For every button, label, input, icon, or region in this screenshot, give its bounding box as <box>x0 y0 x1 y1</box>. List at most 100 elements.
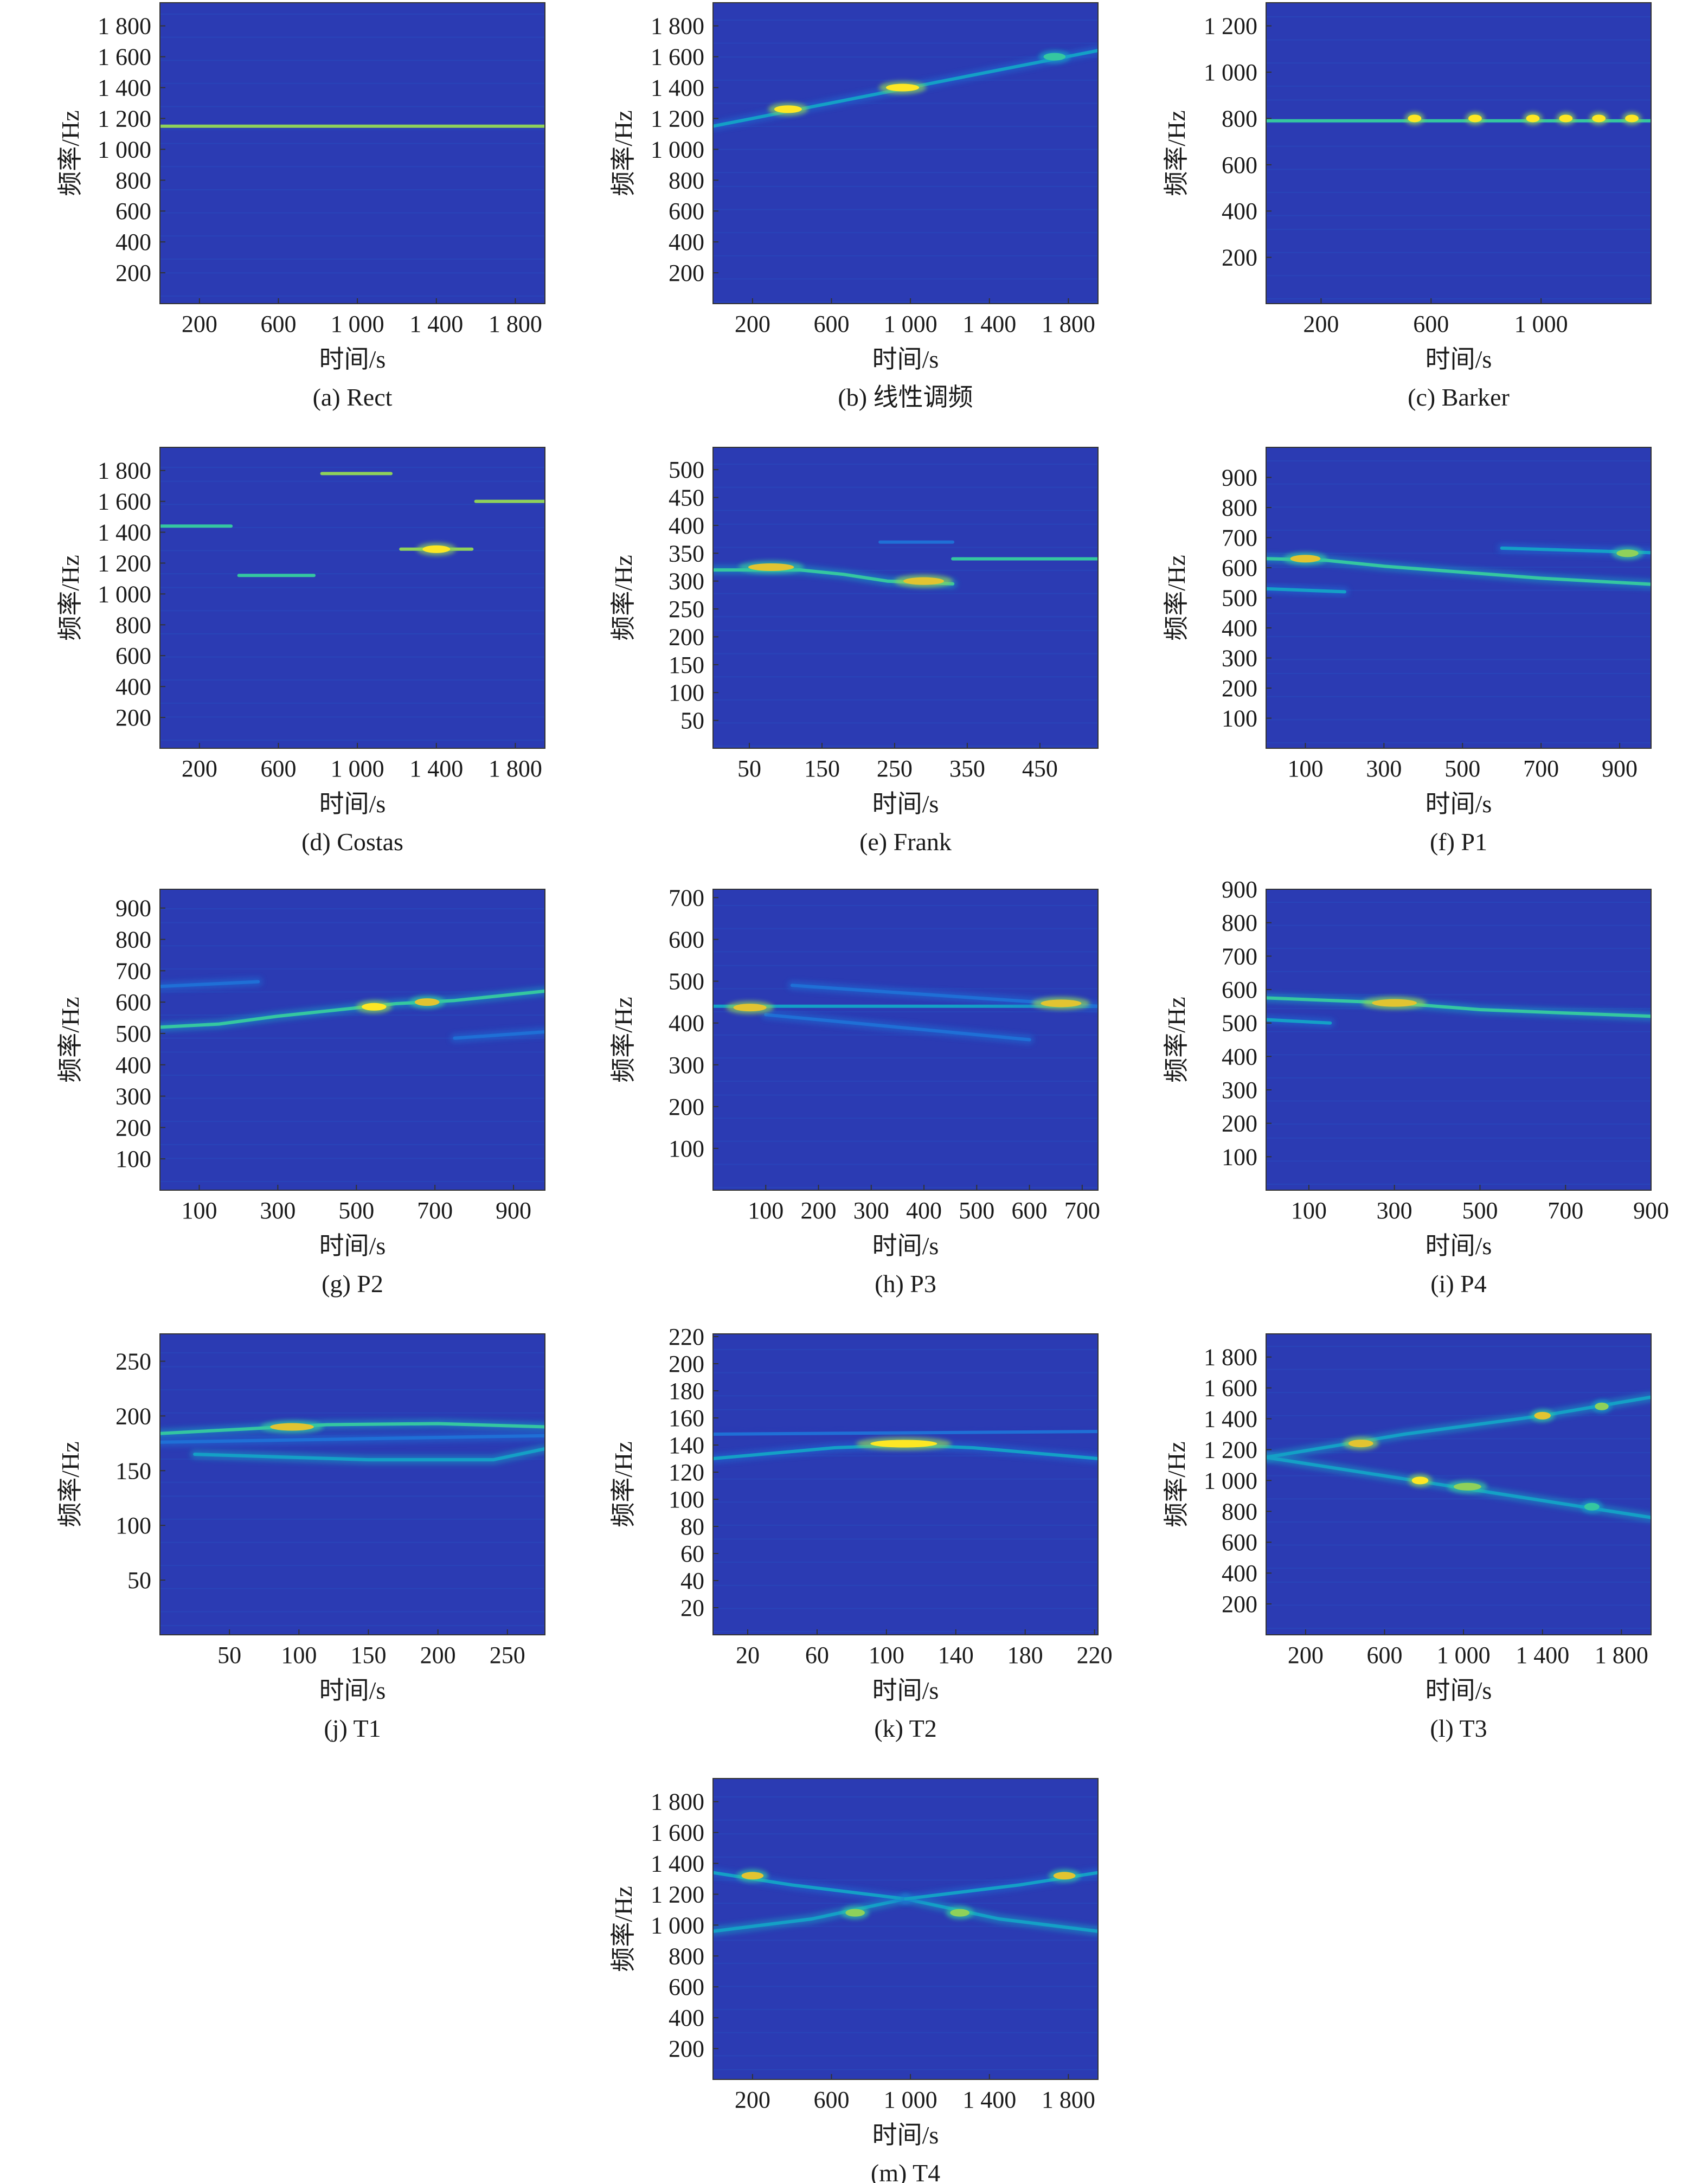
panel-c: 200 600 1 000 200 400 600 800 1 000 1 200 时间/s 频率/… <box>1163 2 1652 411</box>
y-tick-label: 200 <box>669 260 704 286</box>
noise-band <box>1266 1628 1651 1629</box>
energy-peak <box>414 998 440 1006</box>
noise-band <box>1266 99 1651 101</box>
y-tick-label: 1 800 <box>98 458 151 484</box>
noise-band <box>713 79 1098 81</box>
noise-band <box>713 20 1098 21</box>
x-axis-label: 时间/s <box>1426 345 1492 373</box>
y-tick-label: 300 <box>1222 645 1257 672</box>
y-tick-label: 400 <box>1222 1043 1257 1070</box>
noise-band <box>713 2055 1098 2057</box>
x-tick-label: 50 <box>217 1642 241 1668</box>
noise-band <box>160 1051 545 1053</box>
noise-band <box>160 945 545 947</box>
y-tick-label: 600 <box>1222 555 1257 581</box>
y-tick-label: 250 <box>669 596 704 622</box>
noise-band <box>713 278 1098 280</box>
noise-band <box>1266 924 1651 926</box>
x-tick-label: 20 <box>736 1642 760 1668</box>
noise-band <box>160 1565 545 1566</box>
x-tick-label: 1 400 <box>409 311 463 337</box>
x-tick-label: 1 800 <box>489 755 542 782</box>
y-tick-label: 80 <box>680 1513 704 1540</box>
noise-band <box>1266 252 1651 253</box>
noise-band <box>160 656 545 658</box>
noise-band <box>160 908 545 909</box>
noise-band <box>160 1412 545 1414</box>
energy-peak <box>1559 114 1573 123</box>
y-tick-label: 600 <box>115 643 151 669</box>
spectrogram-area <box>713 464 1098 747</box>
noise-band <box>713 1986 1098 1987</box>
noise-band <box>713 209 1098 210</box>
x-tick-label: 150 <box>350 1642 386 1668</box>
noise-band <box>1266 1498 1651 1500</box>
noise-band <box>713 185 1098 187</box>
x-axis-label: 时间/s <box>1426 790 1492 818</box>
plot-frame <box>1266 1333 1652 1635</box>
panel-caption: (c) Barker <box>1408 383 1510 411</box>
panel-caption: (d) Costas <box>301 828 403 856</box>
y-tick-label: 1 600 <box>98 44 151 70</box>
panel-i: 100 300 500 700 900 100 200 300 400 500 600 700 800 9… <box>1163 876 1669 1298</box>
noise-band <box>1266 613 1651 614</box>
noise-band <box>713 42 1098 44</box>
y-tick-label: 200 <box>669 1351 704 1377</box>
x-tick-label: 300 <box>260 1197 296 1224</box>
x-axis-label: 时间/s <box>872 1677 939 1704</box>
noise-band <box>1266 1100 1651 1102</box>
y-axis-label: 频率/Hz <box>609 1886 637 1972</box>
spectrogram-area <box>713 905 1098 1188</box>
x-tick-label: 500 <box>1462 1197 1498 1224</box>
panel-f: 100 300 500 700 900 100 200 300 400 500 600 700 800 9… <box>1163 447 1652 856</box>
noise-band <box>713 1395 1098 1397</box>
y-tick-label: 400 <box>1222 615 1257 641</box>
panel-caption: (k) T2 <box>874 1715 936 1742</box>
noise-band <box>160 1389 545 1391</box>
y-tick-label: 500 <box>669 457 704 483</box>
energy-peak <box>1616 549 1639 557</box>
energy-peak <box>1625 114 1639 123</box>
noise-band <box>1266 1452 1651 1454</box>
x-tick-label: 60 <box>805 1642 829 1668</box>
noise-band <box>713 1372 1098 1373</box>
y-tick-label: 500 <box>115 1020 151 1047</box>
y-tick-label: 200 <box>669 1094 704 1120</box>
noise-band <box>1266 1604 1651 1606</box>
panel-j: 50 100 150 200 250 50 100 150 200 250 时间/s 频率/Hz (j)… <box>56 1333 545 1742</box>
noise-band <box>1266 460 1651 461</box>
noise-band <box>1266 1160 1651 1162</box>
x-tick-label: 450 <box>1022 755 1058 782</box>
noise-band <box>713 1538 1098 1540</box>
noise-band <box>713 1856 1098 1858</box>
spectrogram-background <box>1266 447 1651 748</box>
frequency-ridge <box>764 1013 1031 1042</box>
energy-peak <box>1592 114 1606 123</box>
panel-caption: (m) T4 <box>871 2159 940 2183</box>
y-tick-label: 800 <box>1222 105 1257 132</box>
energy-peak <box>362 1003 387 1011</box>
noise-band <box>160 1611 545 1613</box>
noise-band <box>1266 553 1651 554</box>
y-tick-label: 1 200 <box>98 550 151 576</box>
y-tick-label: 1 000 <box>98 581 151 607</box>
x-tick-label: 1 000 <box>331 755 384 782</box>
panel-b: 200 600 1 000 1 400 1 800 200 400 600 800 1 000 1 … <box>609 2 1099 411</box>
noise-band <box>713 102 1098 104</box>
noise-band <box>713 1879 1098 1881</box>
noise-band <box>160 467 545 468</box>
noise-band <box>1266 1392 1651 1394</box>
noise-band <box>160 296 545 297</box>
y-axis-label: 频率/Hz <box>56 1441 84 1527</box>
x-tick-label: 1 400 <box>962 311 1016 337</box>
noise-band <box>160 587 545 588</box>
noise-band <box>1266 1438 1651 1440</box>
noise-band <box>160 1588 545 1589</box>
x-tick-label: 600 <box>260 311 296 337</box>
noise-band <box>160 573 545 575</box>
x-tick-label: 200 <box>735 2086 770 2113</box>
frequency-ridge <box>1266 996 1651 1018</box>
y-tick-label: 600 <box>115 198 151 224</box>
noise-band <box>160 968 545 969</box>
x-tick-label: 200 <box>182 755 217 782</box>
